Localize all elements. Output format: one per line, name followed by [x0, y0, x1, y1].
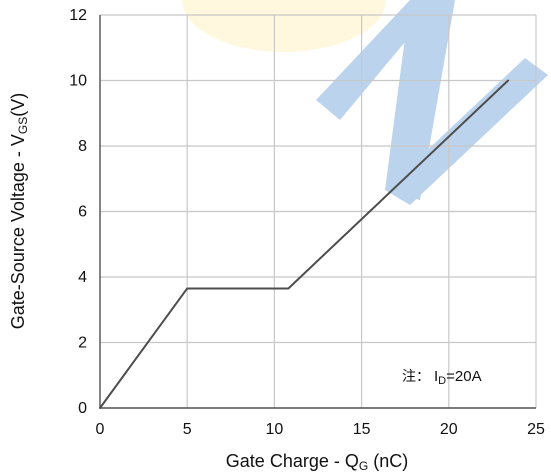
x-tick-label-15: 15 [353, 421, 371, 438]
x-tick-label-0: 0 [96, 421, 105, 438]
series-layer [99, 79, 510, 409]
y-tick-label-2: 2 [78, 335, 87, 352]
y-axis-label: Gate-Source Voltage - VGS(V) [8, 93, 30, 329]
series-line-0 [99, 79, 510, 409]
note-main: I [434, 368, 438, 385]
x-axis-label-subscript: G [359, 459, 368, 473]
x-axis-label-main: Gate Charge - Q [226, 451, 359, 471]
x-axis-label: Gate Charge - QG (nC) [226, 451, 408, 473]
watermark-graphic [182, 0, 548, 205]
tick-label-layer: 0 5 10 15 20 25 0 2 4 6 8 10 12 [69, 7, 545, 438]
note-subscript: D [438, 375, 446, 387]
x-tick-label-20: 20 [440, 421, 458, 438]
grid-layer [99, 14, 537, 409]
watermark-blue-stroke-diagonal [385, 0, 455, 200]
note-label: 注： ID=20A [402, 368, 482, 387]
x-tick-label-25: 25 [527, 421, 545, 438]
note-prefix: 注： [402, 369, 430, 385]
note-tail: =20A [446, 368, 481, 385]
x-tick-label-5: 5 [183, 421, 192, 438]
watermark-blue-stroke-right [385, 58, 548, 205]
y-tick-label-0: 0 [78, 400, 87, 417]
y-tick-label-8: 8 [78, 138, 87, 155]
y-axis-label-main: Gate-Source Voltage - V [8, 134, 28, 329]
y-tick-label-12: 12 [69, 7, 87, 24]
y-tick-label-6: 6 [78, 204, 87, 221]
y-tick-label-4: 4 [78, 269, 87, 286]
y-tick-label-10: 10 [69, 73, 87, 90]
watermark-yellow-blob [182, 0, 386, 52]
y-axis-label-subscript: GS [16, 117, 30, 134]
x-tick-label-10: 10 [266, 421, 284, 438]
axis-layer [99, 15, 536, 409]
y-axis-label-tail: (V) [8, 93, 28, 117]
x-axis-label-tail: (nC) [368, 451, 408, 471]
